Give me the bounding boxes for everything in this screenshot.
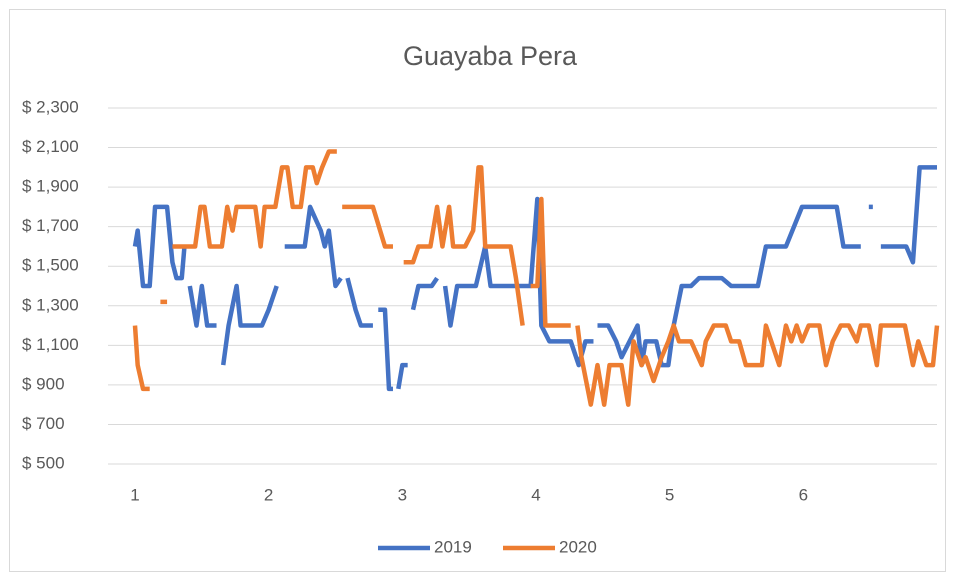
x-tick-label: 6 xyxy=(799,485,808,504)
x-tick-label: 2 xyxy=(264,485,273,504)
y-tick-label: $ 700 xyxy=(22,414,65,433)
line-series xyxy=(132,149,940,407)
y-tick-label: $ 500 xyxy=(22,453,65,472)
y-tick-label: $ 1,900 xyxy=(22,177,79,196)
x-tick-label: 1 xyxy=(130,485,139,504)
x-tick-label: 5 xyxy=(665,485,674,504)
y-tick-label: $ 1,500 xyxy=(22,256,79,275)
y-tick-label: $ 1,300 xyxy=(22,295,79,314)
y-tick-label: $ 900 xyxy=(22,374,65,393)
y-tick-label: $ 1,100 xyxy=(22,335,79,354)
chart-frame xyxy=(9,9,946,572)
y-tick-label: $ 2,100 xyxy=(22,137,79,156)
chart-title: Guayaba Pera xyxy=(403,41,578,71)
y-tick-label: $ 2,300 xyxy=(22,97,79,116)
x-tick-label: 4 xyxy=(531,485,540,504)
legend-label: 2019 xyxy=(434,537,472,556)
legend-label: 2020 xyxy=(559,537,597,556)
line-series xyxy=(132,165,937,392)
x-tick-label: 3 xyxy=(398,485,407,504)
y-tick-label: $ 1,700 xyxy=(22,216,79,235)
